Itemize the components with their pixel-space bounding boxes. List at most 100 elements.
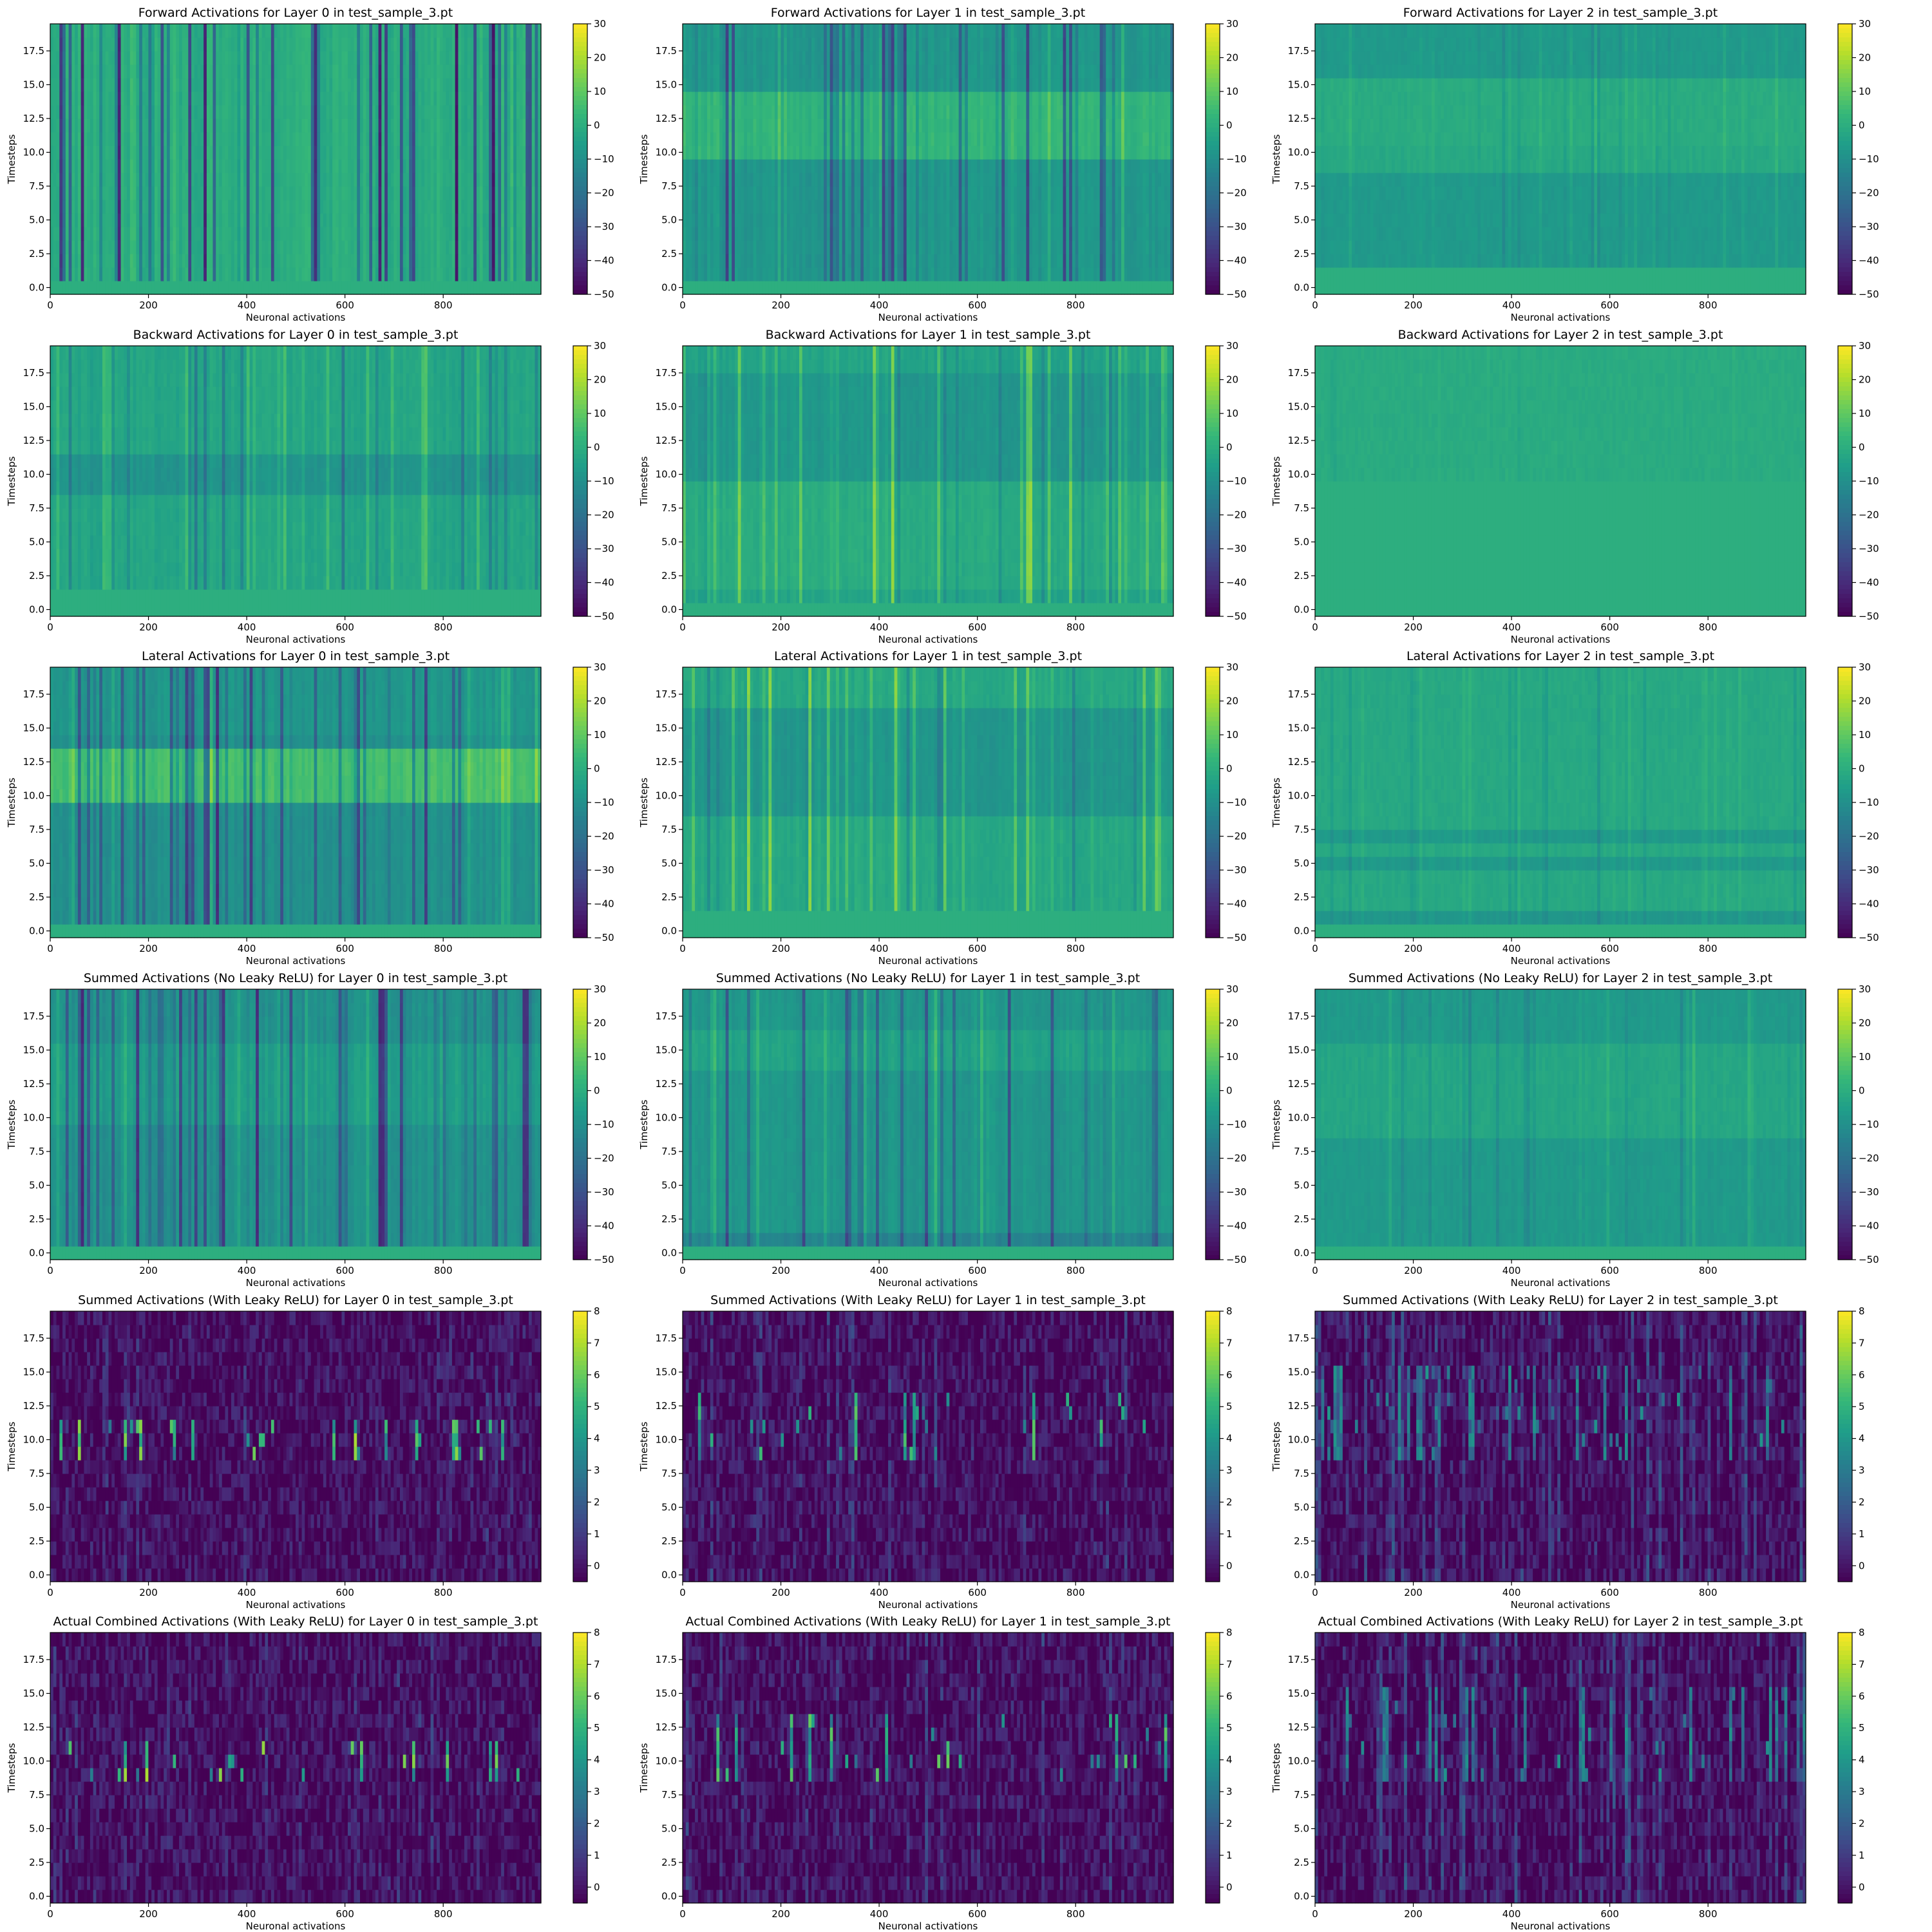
heatmap-cell xyxy=(167,159,170,173)
heatmap-cell xyxy=(323,159,327,173)
heatmap-cell xyxy=(50,200,53,214)
heatmap-cell xyxy=(393,200,397,214)
heatmap-cell xyxy=(250,240,253,254)
heatmap-cell xyxy=(428,118,431,133)
heatmap-cell xyxy=(247,254,250,268)
heatmap-cell xyxy=(461,200,464,214)
heatmap-cell xyxy=(495,159,498,173)
heatmap-cell xyxy=(510,146,513,160)
heatmap-cell xyxy=(302,254,305,268)
heatmap-cell xyxy=(354,159,357,173)
heatmap-cell xyxy=(182,227,185,241)
heatmap-cell xyxy=(274,159,278,173)
heatmap-cell xyxy=(287,159,290,173)
heatmap-cell xyxy=(311,118,314,133)
heatmap-cell xyxy=(179,227,182,241)
heatmap-cell xyxy=(170,281,173,295)
heatmap-cell xyxy=(464,213,468,227)
heatmap-cell xyxy=(535,186,538,200)
heatmap-cell xyxy=(470,281,473,295)
heatmap-cell xyxy=(384,200,388,214)
heatmap-cell xyxy=(431,146,434,160)
heatmap-cell xyxy=(336,159,339,173)
heatmap-cell xyxy=(308,132,311,146)
heatmap-cell xyxy=(443,186,446,200)
heatmap-cell xyxy=(323,267,327,281)
heatmap-cell xyxy=(314,173,317,187)
heatmap-cell xyxy=(305,118,308,133)
heatmap-cell xyxy=(198,267,201,281)
heatmap-cell xyxy=(455,240,459,254)
heatmap-cell xyxy=(225,118,228,133)
heatmap-cell xyxy=(200,159,204,173)
heatmap-cell xyxy=(379,159,382,173)
heatmap-cell xyxy=(400,281,403,295)
heatmap-cell xyxy=(259,146,262,160)
heatmap-cell xyxy=(391,118,394,133)
heatmap-cell xyxy=(268,159,271,173)
heatmap-cell xyxy=(231,267,234,281)
heatmap-cell xyxy=(213,159,216,173)
heatmap-cell xyxy=(440,118,443,133)
heatmap-cell xyxy=(345,213,348,227)
heatmap-cell xyxy=(400,254,403,268)
heatmap-cell xyxy=(440,173,443,187)
heatmap-cell xyxy=(108,186,111,200)
heatmap-cell xyxy=(516,200,520,214)
heatmap-cell xyxy=(363,267,366,281)
heatmap-cell xyxy=(280,159,283,173)
heatmap-cell xyxy=(247,267,250,281)
heatmap-cell xyxy=(351,132,354,146)
heatmap-cell xyxy=(240,200,243,214)
heatmap-cell xyxy=(470,132,473,146)
heatmap-cell xyxy=(81,200,84,214)
heatmap-cell xyxy=(348,200,351,214)
heatmap-cell xyxy=(477,213,480,227)
heatmap-cell xyxy=(327,173,330,187)
heatmap-cell xyxy=(115,132,118,146)
heatmap-cell xyxy=(102,281,106,295)
heatmap-cell xyxy=(228,186,231,200)
heatmap-cell xyxy=(446,146,449,160)
heatmap-cell xyxy=(296,173,299,187)
heatmap-cell xyxy=(437,132,440,146)
heatmap-cell xyxy=(243,213,247,227)
heatmap-cell xyxy=(458,159,461,173)
heatmap-cell xyxy=(93,267,97,281)
heatmap-cell xyxy=(219,105,222,119)
heatmap-cell xyxy=(317,146,320,160)
heatmap-cell xyxy=(219,227,222,241)
heatmap-cell xyxy=(170,200,173,214)
heatmap-cell xyxy=(336,118,339,133)
heatmap-cell xyxy=(121,118,124,133)
heatmap-cell xyxy=(158,173,161,187)
heatmap-cell xyxy=(452,254,455,268)
heatmap-cell xyxy=(433,118,437,133)
heatmap-cell xyxy=(274,173,278,187)
heatmap-cell xyxy=(62,227,66,241)
heatmap-cell xyxy=(262,132,265,146)
heatmap-cell xyxy=(146,227,149,241)
heatmap-cell xyxy=(501,227,504,241)
heatmap-cell xyxy=(274,240,278,254)
heatmap-cell xyxy=(127,213,130,227)
heatmap-cell xyxy=(81,213,84,227)
heatmap-cell xyxy=(308,118,311,133)
heatmap-cell xyxy=(329,159,332,173)
heatmap-cell xyxy=(424,240,428,254)
heatmap-cell xyxy=(59,240,62,254)
heatmap-cell xyxy=(268,186,271,200)
heatmap-cell xyxy=(185,132,189,146)
heatmap-cell xyxy=(473,227,477,241)
heatmap-cell xyxy=(375,118,379,133)
heatmap-cell xyxy=(142,173,146,187)
heatmap-cell xyxy=(182,132,185,146)
heatmap-cell xyxy=(535,118,538,133)
heatmap-cell xyxy=(437,118,440,133)
heatmap-cell xyxy=(296,132,299,146)
heatmap-cell xyxy=(111,281,115,295)
heatmap-cell xyxy=(151,146,155,160)
heatmap-cell xyxy=(292,173,296,187)
heatmap-cell xyxy=(486,281,489,295)
heatmap-cell xyxy=(204,159,207,173)
